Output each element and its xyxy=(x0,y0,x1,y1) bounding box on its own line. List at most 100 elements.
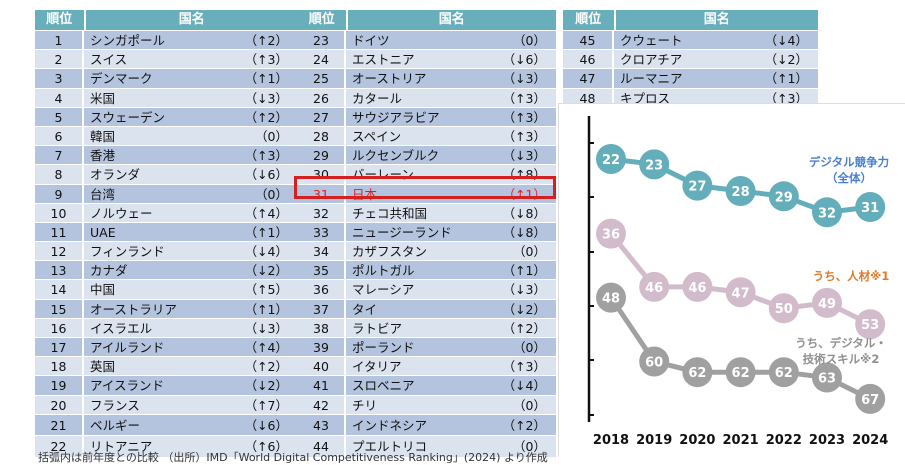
table-row: 1 シンガポール （↑2） xyxy=(35,30,298,50)
country-name: ノルウェー xyxy=(90,205,153,221)
country-name: UAE xyxy=(90,224,116,240)
rank-change: （↓3） xyxy=(244,320,288,336)
table-row: 22 リトアニア （↑6） xyxy=(35,435,298,457)
rank-change: （0） xyxy=(513,244,546,260)
country-cell: オランダ （↓6） xyxy=(84,165,298,183)
table-row: 46 クロアチア （↓2） xyxy=(563,49,818,69)
data-point xyxy=(682,271,713,302)
table-row: 45 クウェート （↓4） xyxy=(563,30,818,50)
table-row: 13 カナダ （↓2） xyxy=(35,260,298,280)
series-legend-label: うち、デジタル・ xyxy=(795,336,887,350)
rank-change: （0） xyxy=(513,439,546,455)
ranking-table-1: 順位 国名 1 シンガポール （↑2） 2 スイス （↑3） 3 デンマーク （↑1） 4 米国 （↓3）… xyxy=(35,10,298,457)
rank-cell: 46 xyxy=(563,50,614,69)
country-name: ポルトガル xyxy=(352,263,415,279)
data-point xyxy=(596,282,626,313)
country-name: 韓国 xyxy=(90,128,116,144)
rank-cell: 4 xyxy=(35,88,84,107)
table-row: 24 エストニア （↓6） xyxy=(298,49,556,69)
data-label: 46 xyxy=(688,281,706,296)
country-name: チリ xyxy=(352,397,378,413)
rank-change: （↓6） xyxy=(244,167,288,183)
country-name: リトアニア xyxy=(90,439,153,455)
rank-cell: 48 xyxy=(563,88,614,107)
rank-cell: 43 xyxy=(298,414,346,436)
country-name: ドイツ xyxy=(352,33,390,48)
ranking-trend-chart: 2018 2019 2020 2021 2022 2023 2024 22 23 27 28 29 32… xyxy=(558,103,905,457)
data-point xyxy=(725,175,756,206)
rank-change: （↑2） xyxy=(244,359,288,375)
rank-change: （0） xyxy=(513,340,546,355)
country-cell: ポーランド （0） xyxy=(346,338,556,356)
header-country: 国名 xyxy=(438,12,465,27)
country-name: 台湾 xyxy=(90,186,116,202)
table-row: 39 ポーランド （0） xyxy=(298,337,556,357)
series-legend-label: （全体） xyxy=(826,171,872,185)
country-name: ルーマニア xyxy=(620,71,683,87)
country-cell: サウジアラビア （↑3） xyxy=(346,108,556,126)
data-label: 32 xyxy=(818,206,836,221)
rank-cell: 5 xyxy=(35,107,84,126)
country-cell: クウェート （↓4） xyxy=(614,31,818,49)
country-name: オーストリア xyxy=(352,71,427,87)
rank-cell: 34 xyxy=(298,242,346,261)
ranking-table-3: 順位 国名 45 クウェート （↓4） 46 クロアチア （↓2） 47 ルーマニア （↑1） 48 キ… xyxy=(563,10,818,107)
data-label: 53 xyxy=(861,318,879,333)
data-label: 29 xyxy=(775,190,793,205)
rank-cell: 3 xyxy=(35,69,84,88)
country-name: マレーシア xyxy=(352,282,415,298)
data-label: 62 xyxy=(732,366,750,381)
series-0: 22 23 27 28 29 32 31 デジタル競争力 （全体） xyxy=(596,144,889,228)
table-row: 11 UAE （↑1） xyxy=(35,221,298,242)
country-cell: アイルランド （↑4） xyxy=(84,338,298,356)
country-name: カナダ xyxy=(90,263,128,279)
country-name: ニュージーランド xyxy=(352,224,452,240)
series-legend-label: うち、人材※1 xyxy=(813,269,890,283)
country-cell: カザフスタン （0） xyxy=(346,242,556,260)
table-row: 35 ポルトガル （↑1） xyxy=(298,260,556,280)
table-row: 26 カタール （↑3） xyxy=(298,87,556,107)
country-cell: カナダ （↓2） xyxy=(84,261,298,279)
country-cell: ベルギー （↓6） xyxy=(84,415,298,436)
line-chart-svg: 2018 2019 2020 2021 2022 2023 2024 22 23 27 28 29 32… xyxy=(587,116,890,448)
country-name: デンマーク xyxy=(90,71,153,87)
country-cell: チェコ共和国 （↓8） xyxy=(346,204,556,222)
country-cell: 中国 （↑5） xyxy=(84,280,298,298)
rank-change: （↑5） xyxy=(244,282,288,298)
table-row: 14 中国 （↑5） xyxy=(35,279,298,299)
rank-cell: 39 xyxy=(298,338,346,357)
table-row: 32 チェコ共和国 （↓8） xyxy=(298,202,556,222)
data-label: 48 xyxy=(602,292,620,307)
country-cell: チリ （0） xyxy=(346,396,556,414)
table-row: 33 ニュージーランド （↓8） xyxy=(298,221,556,242)
country-name: フィンランド xyxy=(90,244,165,260)
table-row: 9 台湾 （0） xyxy=(35,183,298,203)
rank-cell: 14 xyxy=(35,280,84,299)
data-label: 46 xyxy=(645,281,663,296)
country-name: エストニア xyxy=(352,52,415,68)
country-name: インドネシア xyxy=(352,417,428,433)
country-cell: デンマーク （↑1） xyxy=(84,69,298,87)
data-point xyxy=(768,181,799,212)
table-row: 17 アイルランド （↑4） xyxy=(35,337,298,357)
rank-change: （↑3） xyxy=(502,128,546,144)
rank-cell: 42 xyxy=(298,395,346,414)
rank-change: （↑1） xyxy=(244,224,288,240)
data-label: 47 xyxy=(732,286,750,301)
table-row: 16 イスラエル （↓3） xyxy=(35,317,298,337)
rank-change: （↑1） xyxy=(244,71,288,87)
rank-cell: 27 xyxy=(298,107,346,126)
data-label: 23 xyxy=(645,158,663,173)
country-cell: エストニア （↓6） xyxy=(346,50,556,68)
country-cell: スペイン （↑3） xyxy=(346,127,556,145)
country-cell: スウェーデン （↑2） xyxy=(84,108,298,126)
rank-cell: 25 xyxy=(298,69,346,88)
header-rank: 順位 xyxy=(35,10,86,30)
rank-change: （↓6） xyxy=(502,52,546,68)
table-row: 20 フランス （↑7） xyxy=(35,394,298,414)
table-row: 15 オーストラリア （↑1） xyxy=(35,298,298,318)
data-label: 49 xyxy=(818,297,836,312)
country-name: クロアチア xyxy=(620,52,683,68)
country-name: ラトビア xyxy=(352,320,403,336)
rank-change: （↑6） xyxy=(244,439,288,455)
